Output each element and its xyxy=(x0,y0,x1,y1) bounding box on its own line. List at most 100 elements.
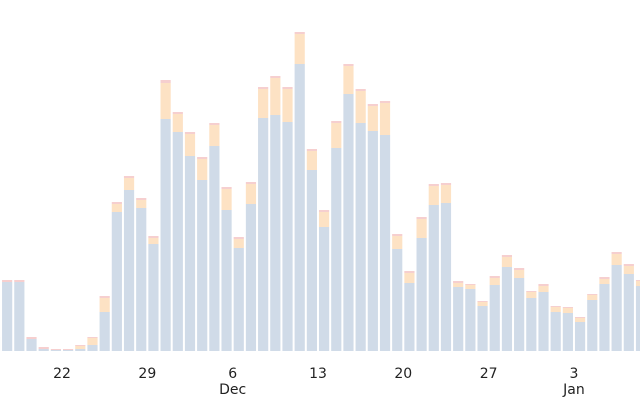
bar-segment xyxy=(514,278,525,351)
x-tick-label: 22 xyxy=(53,366,71,382)
bar-segment xyxy=(392,236,403,249)
bar-segment xyxy=(587,294,598,295)
x-tick-label: 3 xyxy=(570,366,579,382)
bar-segment xyxy=(477,306,488,351)
bar-segment xyxy=(136,208,147,351)
bar-segment xyxy=(343,94,354,351)
bar-segment xyxy=(514,270,525,278)
bar-segment xyxy=(184,156,196,351)
bar-segment xyxy=(416,217,427,219)
bar-segment xyxy=(538,292,549,351)
bar-segment xyxy=(355,91,366,123)
bar-segment xyxy=(318,210,330,212)
bar-segment xyxy=(294,32,305,34)
bar-segment xyxy=(599,277,610,279)
bar-segment xyxy=(318,227,330,351)
bar-segment xyxy=(14,280,25,282)
bar-segment xyxy=(477,302,488,306)
bar-segment xyxy=(38,349,49,351)
bar-segment xyxy=(148,236,159,238)
bar-segment xyxy=(331,148,342,351)
bar-segment xyxy=(489,285,500,351)
bar-segment xyxy=(538,284,549,286)
bar-segment xyxy=(160,83,171,119)
bar-segment xyxy=(428,186,439,205)
bar-segment xyxy=(404,271,415,273)
bar-segment xyxy=(562,313,573,351)
bar-segment xyxy=(550,307,561,312)
bar-segment xyxy=(343,64,354,66)
bar-segment xyxy=(367,106,378,131)
bar-segment xyxy=(514,268,525,270)
bar-segment xyxy=(318,212,330,227)
bar-segment xyxy=(282,89,293,122)
x-tick-label: 29 xyxy=(138,366,156,382)
bar-segment xyxy=(197,157,208,159)
bar-segment xyxy=(355,89,366,91)
bar-segment xyxy=(306,151,317,170)
bar-segment xyxy=(623,266,634,274)
bar-segment xyxy=(136,198,147,200)
bar-segment xyxy=(477,301,488,302)
bar-segment xyxy=(453,281,464,283)
bar-segment xyxy=(209,123,220,125)
bar-segment xyxy=(99,298,110,312)
bar-segment xyxy=(87,338,98,345)
bar-segment xyxy=(635,286,640,351)
bar-segment xyxy=(526,298,537,351)
bar-segment xyxy=(245,204,257,351)
bar-segment xyxy=(50,349,61,350)
bar-segment xyxy=(367,131,378,351)
bar-segment xyxy=(270,78,281,115)
bar-segment xyxy=(587,295,598,300)
bar-segment xyxy=(404,273,415,283)
bar-segment xyxy=(404,283,415,351)
bar-segment xyxy=(63,349,74,350)
bar-segment xyxy=(245,182,257,184)
bar-segment xyxy=(635,281,640,286)
bar-segment xyxy=(50,350,61,351)
bar-segment xyxy=(282,122,293,351)
bar-segment xyxy=(136,200,147,208)
bar-segment xyxy=(148,238,159,244)
bar-segment xyxy=(172,112,183,114)
bar-segment xyxy=(160,80,171,83)
bar-segment xyxy=(184,132,196,134)
x-tick-label: 20 xyxy=(394,366,412,382)
bar-segment xyxy=(123,176,135,178)
bar-segment xyxy=(197,180,208,351)
bar-segment xyxy=(550,306,561,307)
bar-segment xyxy=(526,292,537,298)
x-tick-label: 6 xyxy=(228,366,237,382)
bar-segment xyxy=(416,219,427,238)
bar-segment xyxy=(270,76,281,78)
bar-segment xyxy=(489,276,500,278)
bar-segment xyxy=(501,255,513,257)
bar-segment xyxy=(416,238,427,351)
bar-segment xyxy=(355,123,366,351)
bar-segment xyxy=(282,87,293,89)
bar-segment xyxy=(440,185,452,203)
bar-segment xyxy=(392,234,403,236)
bar-segment xyxy=(111,202,122,204)
bar-segment xyxy=(87,337,98,338)
bar-segment xyxy=(550,312,561,351)
bar-segment xyxy=(63,350,74,351)
bar-segment xyxy=(209,125,220,146)
bar-segment xyxy=(258,87,269,89)
x-tick-label: 13 xyxy=(309,366,327,382)
bar-segment xyxy=(172,114,183,132)
bar-segment xyxy=(611,254,622,265)
bar-segment xyxy=(14,282,25,351)
bar-segment xyxy=(2,280,13,282)
bar-segment xyxy=(111,204,122,212)
bar-segment xyxy=(306,170,317,351)
bar-segment xyxy=(75,349,86,351)
bar-segment xyxy=(99,296,110,298)
bar-segment xyxy=(428,184,439,186)
bar-segment xyxy=(635,280,640,281)
bar-segment xyxy=(111,212,122,351)
bar-segment xyxy=(623,274,634,351)
bar-segment xyxy=(379,101,391,103)
